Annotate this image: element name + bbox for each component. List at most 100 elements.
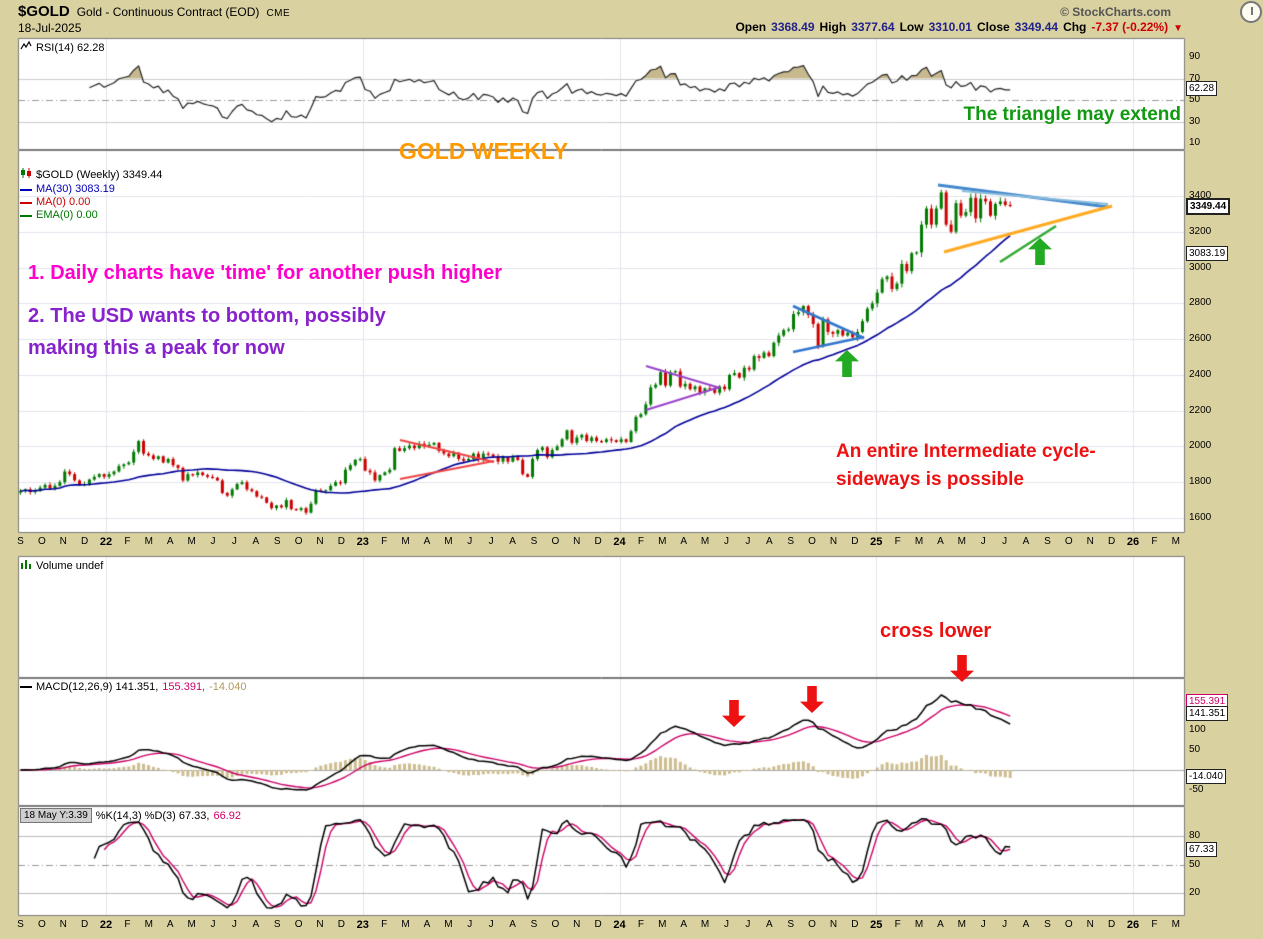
x-axis-label: A xyxy=(166,919,174,930)
x-axis-label: A xyxy=(1022,536,1030,547)
x-axis-label: M xyxy=(444,536,453,547)
x-axis-label: J xyxy=(488,536,494,547)
annotation-push-higher: 1. Daily charts have 'time' for another … xyxy=(28,262,503,284)
y-axis-label: 50 xyxy=(1189,744,1201,755)
annotation-cross-lower: cross lower xyxy=(880,620,992,642)
stockcharts-credit: © StockCharts.com xyxy=(1060,5,1171,19)
x-axis-label: S xyxy=(17,919,24,930)
x-axis-label: D xyxy=(81,919,89,930)
x-axis-label: J xyxy=(723,919,729,930)
x-axis-label: S xyxy=(273,536,281,547)
y-axis-label: 80 xyxy=(1189,830,1201,841)
low-label: Low xyxy=(899,20,924,34)
x-axis-label: 25 xyxy=(870,919,883,931)
legend-symbol-text: $GOLD (Weekly) 3349.44 xyxy=(36,168,163,181)
x-axis-label: 26 xyxy=(1126,536,1140,548)
x-axis-label: O xyxy=(1064,919,1073,930)
x-axis-label: S xyxy=(787,536,794,547)
stoch-value-callout: 67.33 xyxy=(1186,842,1218,857)
open-value: 3368.49 xyxy=(771,20,815,34)
x-axis-label: J xyxy=(467,919,473,930)
x-axis-label: D xyxy=(81,536,89,547)
x-axis-label: N xyxy=(316,919,324,930)
x-axis-label: M xyxy=(401,536,410,547)
x-axis-label: M xyxy=(401,919,410,930)
x-axis-label: D xyxy=(1107,919,1116,930)
rsi-value-callout: 62.28 xyxy=(1186,81,1218,96)
line-swatch-icon xyxy=(20,188,32,191)
legend-ma30-text: MA(30) 3083.19 xyxy=(36,183,115,195)
x-axis-label: F xyxy=(381,536,388,547)
x-axis-label: A xyxy=(1022,919,1030,930)
x-axis-label: M xyxy=(658,919,667,930)
y-axis-label: 70 xyxy=(1189,72,1201,84)
y-axis-label: 90 xyxy=(1189,51,1201,62)
clock-hand-icon xyxy=(1251,7,1253,15)
x-axis-label: J xyxy=(467,536,473,547)
x-axis-label: M xyxy=(1171,536,1180,547)
x-axis-label: D xyxy=(1107,536,1116,547)
x-axis-label: O xyxy=(37,536,46,547)
x-axis-label: M xyxy=(444,919,453,930)
low-value: 3310.01 xyxy=(928,20,972,34)
x-axis-label: M xyxy=(957,919,966,930)
x-axis-label: A xyxy=(680,919,688,930)
x-axis-label: F xyxy=(894,536,901,547)
legend-ema0-text: EMA(0) 0.00 xyxy=(36,209,98,221)
x-axis-label: A xyxy=(765,536,773,547)
x-axis-label: O xyxy=(1064,536,1073,547)
annotation-cycle-1: An entire Intermediate cycle- xyxy=(836,441,1096,462)
volume-bars-icon xyxy=(20,558,32,573)
x-axis-label: A xyxy=(937,919,944,930)
x-axis-label: M xyxy=(144,536,153,547)
x-axis-label: O xyxy=(551,536,560,547)
crosshair-tooltip: 18 May Y:3.39 xyxy=(20,808,92,823)
x-axis-label: N xyxy=(59,919,67,930)
x-axis-label: M xyxy=(187,536,196,547)
x-axis-label: M xyxy=(187,919,196,930)
x-axis-label: J xyxy=(745,919,751,930)
stoch-label: 18 May Y:3.39 %K(14,3) %D(3) 67.33, 66.9… xyxy=(20,808,241,823)
interactive-chart-icon[interactable] xyxy=(1240,1,1262,23)
x-axis-label: M xyxy=(914,919,924,930)
x-axis-label: O xyxy=(551,919,560,930)
x-axis-label: N xyxy=(1086,536,1094,547)
volume-label-text: Volume undef xyxy=(36,559,104,572)
legend-ma0-text: MA(0) 0.00 xyxy=(36,196,91,208)
chart-header: $GOLD Gold - Continuous Contract (EOD) C… xyxy=(18,3,290,20)
high-value: 3377.64 xyxy=(851,20,895,34)
x-axis-label: D xyxy=(337,536,345,547)
rsi-annotation: The triangle may extend xyxy=(963,104,1181,125)
x-axis-label: J xyxy=(231,919,237,930)
y-axis-label: 1600 xyxy=(1189,512,1212,523)
chart-title: GOLD WEEKLY xyxy=(399,138,569,164)
chg-label: Chg xyxy=(1063,20,1087,34)
x-axis-label: M xyxy=(700,536,710,547)
x-axis-label: N xyxy=(573,536,581,547)
chg-down-triangle-icon[interactable]: ▼ xyxy=(1173,23,1183,34)
line-swatch-icon xyxy=(20,214,32,217)
x-axis-label: 22 xyxy=(99,919,113,931)
x-axis-label: A xyxy=(252,919,260,930)
x-axis-label: J xyxy=(1002,919,1008,930)
x-axis-label: S xyxy=(787,919,794,930)
y-axis-label: 3400 xyxy=(1189,190,1212,201)
x-axis-label: A xyxy=(252,536,260,547)
open-label: Open xyxy=(735,20,767,34)
x-axis-label: M xyxy=(957,536,966,547)
symbol-name: Gold - Continuous Contract (EOD) xyxy=(76,5,260,19)
y-axis-label: 30 xyxy=(1189,115,1201,127)
x-axis-label: S xyxy=(1044,536,1051,547)
x-axis-label: D xyxy=(851,536,859,547)
legend-item-ma30: MA(30) 3083.19 xyxy=(20,183,162,196)
x-axis-label: N xyxy=(316,536,324,547)
candlestick-icon xyxy=(20,167,32,183)
rsi-label: RSI(14) 62.28 xyxy=(20,40,104,55)
close-label: Close xyxy=(976,20,1010,34)
y-axis-label: 1800 xyxy=(1189,476,1212,488)
y-axis-label: 2800 xyxy=(1189,297,1212,309)
x-axis-label: S xyxy=(273,919,281,930)
annotation-usd-bottom-1: 2. The USD wants to bottom, possibly xyxy=(28,305,386,327)
x-axis-label: A xyxy=(937,536,944,547)
